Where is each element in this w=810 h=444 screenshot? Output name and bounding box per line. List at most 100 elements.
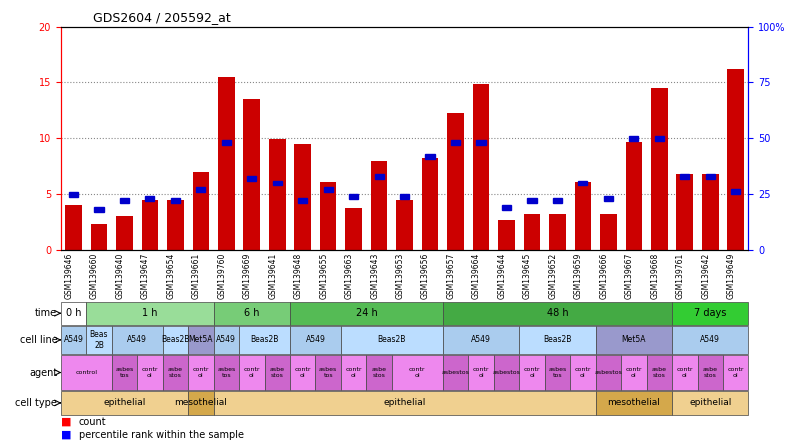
Text: asbe
stos: asbe stos <box>168 367 183 378</box>
Text: GSM139641: GSM139641 <box>268 253 277 299</box>
Text: GSM139668: GSM139668 <box>650 253 659 299</box>
Text: asbes
tos: asbes tos <box>548 367 566 378</box>
Text: GSM139667: GSM139667 <box>625 253 633 299</box>
Text: cell line: cell line <box>19 335 58 345</box>
Bar <box>214 391 595 415</box>
Text: asbestos: asbestos <box>595 370 622 375</box>
Text: time: time <box>35 308 58 318</box>
Text: GSM139645: GSM139645 <box>523 253 532 299</box>
Bar <box>196 187 206 192</box>
Bar <box>672 326 748 354</box>
Text: Beas
2B: Beas 2B <box>90 330 109 349</box>
Bar <box>706 174 714 179</box>
Text: Beas2B: Beas2B <box>377 335 406 345</box>
Bar <box>731 190 740 194</box>
Text: contr
ol: contr ol <box>625 367 642 378</box>
Bar <box>473 83 489 250</box>
Text: asbes
tos: asbes tos <box>319 367 337 378</box>
Bar <box>265 355 290 390</box>
Text: GSM139652: GSM139652 <box>548 253 557 299</box>
Text: percentile rank within the sample: percentile rank within the sample <box>79 430 244 440</box>
Text: contr
ol: contr ol <box>409 367 425 378</box>
Bar <box>654 136 664 141</box>
Bar <box>702 174 718 250</box>
Text: Beas2B: Beas2B <box>161 335 190 345</box>
Bar <box>468 355 494 390</box>
Bar <box>247 176 256 181</box>
Bar <box>425 154 435 159</box>
Text: GSM139644: GSM139644 <box>497 253 506 299</box>
Text: 1 h: 1 h <box>142 308 158 318</box>
Text: GSM139660: GSM139660 <box>90 253 99 299</box>
Bar <box>61 326 86 354</box>
Bar <box>116 217 133 250</box>
Bar <box>600 214 616 250</box>
Bar <box>142 200 158 250</box>
Bar <box>646 355 672 390</box>
Text: contr
ol: contr ol <box>244 367 260 378</box>
Text: Beas2B: Beas2B <box>250 335 279 345</box>
Text: asbe
stos: asbe stos <box>270 367 285 378</box>
Bar <box>697 355 723 390</box>
Text: 7 days: 7 days <box>694 308 727 318</box>
Bar <box>723 355 748 390</box>
Text: asbe
stos: asbe stos <box>703 367 718 378</box>
Text: GSM139657: GSM139657 <box>446 253 455 299</box>
Bar <box>574 182 591 250</box>
Bar <box>269 139 285 250</box>
Bar <box>672 391 748 415</box>
Bar <box>676 174 693 250</box>
Text: GSM139646: GSM139646 <box>65 253 74 299</box>
Bar <box>188 326 214 354</box>
Text: GSM139661: GSM139661 <box>192 253 201 299</box>
Text: A549: A549 <box>63 335 83 345</box>
Text: GSM139761: GSM139761 <box>676 253 684 299</box>
Bar <box>239 355 265 390</box>
Bar <box>400 194 409 199</box>
Bar <box>629 136 638 141</box>
Bar <box>443 355 468 390</box>
Bar <box>214 326 239 354</box>
Bar <box>273 181 282 186</box>
Text: GSM139653: GSM139653 <box>395 253 405 299</box>
Bar <box>239 326 290 354</box>
Text: control: control <box>75 370 97 375</box>
Bar <box>95 207 104 212</box>
Text: GSM139647: GSM139647 <box>141 253 150 299</box>
Bar <box>163 355 188 390</box>
Bar <box>603 196 613 201</box>
Text: A549: A549 <box>471 335 491 345</box>
Text: ■: ■ <box>61 430 71 440</box>
Bar <box>595 326 672 354</box>
Text: contr
ol: contr ol <box>142 367 158 378</box>
Text: epithelial: epithelial <box>103 398 146 408</box>
Bar <box>519 355 544 390</box>
Text: GSM139760: GSM139760 <box>217 253 226 299</box>
Text: GSM139640: GSM139640 <box>115 253 125 299</box>
Bar <box>374 174 384 179</box>
Text: asbe
stos: asbe stos <box>372 367 386 378</box>
Bar <box>672 301 748 325</box>
Text: contr
ol: contr ol <box>473 367 489 378</box>
Text: asbestos: asbestos <box>492 370 520 375</box>
Bar <box>524 214 540 250</box>
Bar <box>621 355 646 390</box>
Text: mesothelial: mesothelial <box>174 398 228 408</box>
Text: contr
ol: contr ol <box>727 367 744 378</box>
Text: ■: ■ <box>61 417 71 427</box>
Bar <box>290 355 315 390</box>
Text: A549: A549 <box>701 335 720 345</box>
Bar <box>290 326 341 354</box>
Text: A549: A549 <box>127 335 147 345</box>
Bar <box>527 198 536 203</box>
Bar <box>91 224 107 250</box>
Text: Met5A: Met5A <box>189 335 213 345</box>
Text: epithelial: epithelial <box>689 398 731 408</box>
Bar <box>578 181 587 186</box>
Bar <box>112 355 137 390</box>
Bar <box>443 326 519 354</box>
Text: Met5A: Met5A <box>621 335 646 345</box>
Text: GDS2604 / 205592_at: GDS2604 / 205592_at <box>93 12 231 24</box>
Bar <box>61 355 112 390</box>
Bar <box>625 142 642 250</box>
